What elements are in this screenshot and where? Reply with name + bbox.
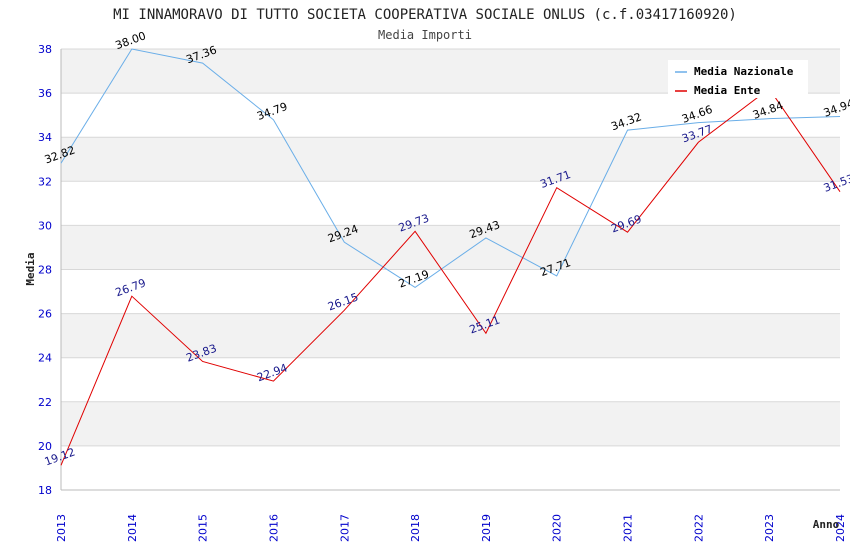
axes: [60, 49, 840, 491]
x-tick-labels: 2013 2014 2015 2016 2017 2018 2019 2020 2021 2022…: [55, 514, 847, 542]
x-tick-label: 2022: [692, 514, 705, 542]
x-tick-label: 2023: [763, 514, 776, 542]
chart-title: MI INNAMORAVO DI TUTTO SOCIETA COOPERATI…: [113, 7, 737, 23]
x-tick-label: 2017: [338, 514, 351, 542]
series-line-media-ente: [60, 87, 841, 466]
y-tick-label: 30: [38, 219, 52, 232]
chart-subtitle: Media Importi: [378, 28, 472, 42]
series-line-media-nazionale: [60, 48, 841, 288]
grid-band: [61, 137, 840, 182]
x-axis-label: Anno: [813, 518, 840, 531]
y-tick-label: 34: [38, 131, 52, 144]
x-tick-label: 2020: [551, 514, 564, 542]
grid-band: [61, 313, 840, 358]
legend-label-media-nazionale: Media Nazionale: [694, 65, 794, 78]
x-tick-label: 2014: [126, 514, 139, 542]
y-tick-label: 28: [38, 264, 52, 277]
x-tick-label: 2013: [55, 514, 68, 542]
legend: Media Nazionale Media Ente: [668, 60, 808, 98]
y-tick-label: 20: [38, 440, 52, 453]
x-tick-label: 2021: [622, 514, 635, 542]
x-tick-label: 2019: [480, 514, 493, 542]
x-tick-label: 2015: [197, 514, 210, 542]
legend-box: [668, 60, 808, 98]
y-tick-labels: 18 20 22 24 26 28 30 32 34 36 38: [38, 43, 52, 497]
x-tick-label: 2024: [834, 514, 847, 542]
series-lines: [60, 48, 841, 466]
y-axis-label: Media: [24, 252, 37, 285]
x-tick-label: 2016: [267, 514, 280, 542]
y-tick-label: 32: [38, 175, 52, 188]
legend-label-media-ente: Media Ente: [694, 84, 761, 97]
y-tick-label: 22: [38, 396, 52, 409]
y-tick-label: 24: [38, 352, 52, 365]
y-tick-label: 36: [38, 87, 52, 100]
grid-band: [61, 401, 840, 446]
y-tick-label: 18: [38, 484, 52, 497]
y-tick-label: 38: [38, 43, 52, 56]
x-tick-label: 2018: [409, 514, 422, 542]
y-tick-label: 26: [38, 308, 52, 321]
